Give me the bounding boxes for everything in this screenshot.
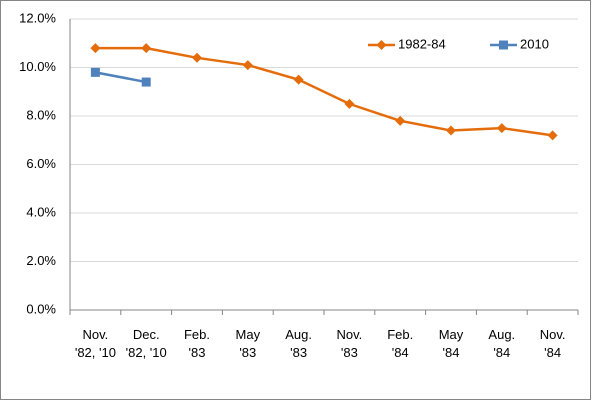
point <box>496 123 507 134</box>
x-tick-label: May '83 <box>236 327 261 360</box>
legend-label: 2010 <box>520 36 549 51</box>
x-tick-label: Aug. '84 <box>488 327 515 360</box>
y-tick-label: 4.0% <box>26 204 56 219</box>
y-tick-label: 10.0% <box>19 59 56 74</box>
point <box>192 52 202 63</box>
point <box>141 43 152 54</box>
point <box>547 130 558 141</box>
point <box>90 43 101 54</box>
x-tick-label: Nov. '84 <box>540 327 566 360</box>
x-tick-label: Feb. '84 <box>387 327 413 360</box>
y-tick-label: 6.0% <box>26 156 56 171</box>
point <box>293 74 304 85</box>
y-tick-label: 8.0% <box>26 107 56 122</box>
point <box>90 67 100 77</box>
point <box>446 125 456 136</box>
x-tick-label: Feb. '83 <box>184 327 210 360</box>
x-tick-label: May '84 <box>439 327 464 360</box>
x-tick-label: Nov. '83 <box>337 327 363 360</box>
y-tick-label: 12.0% <box>19 10 56 25</box>
point <box>395 115 406 126</box>
y-tick-label: 0.0% <box>26 301 56 316</box>
point <box>141 77 151 87</box>
y-tick-label: 2.0% <box>26 253 56 268</box>
series-line <box>95 46 553 137</box>
point <box>344 98 355 109</box>
point <box>376 40 387 50</box>
x-tick-label: Aug. '83 <box>285 327 312 360</box>
x-tick-label: Dec. '82, '10 <box>126 327 167 360</box>
series-line <box>95 71 147 84</box>
x-tick-label: Nov. '82, '10 <box>75 327 116 360</box>
point <box>499 40 508 50</box>
legend-label: 1982-84 <box>398 36 446 51</box>
point <box>242 60 253 71</box>
